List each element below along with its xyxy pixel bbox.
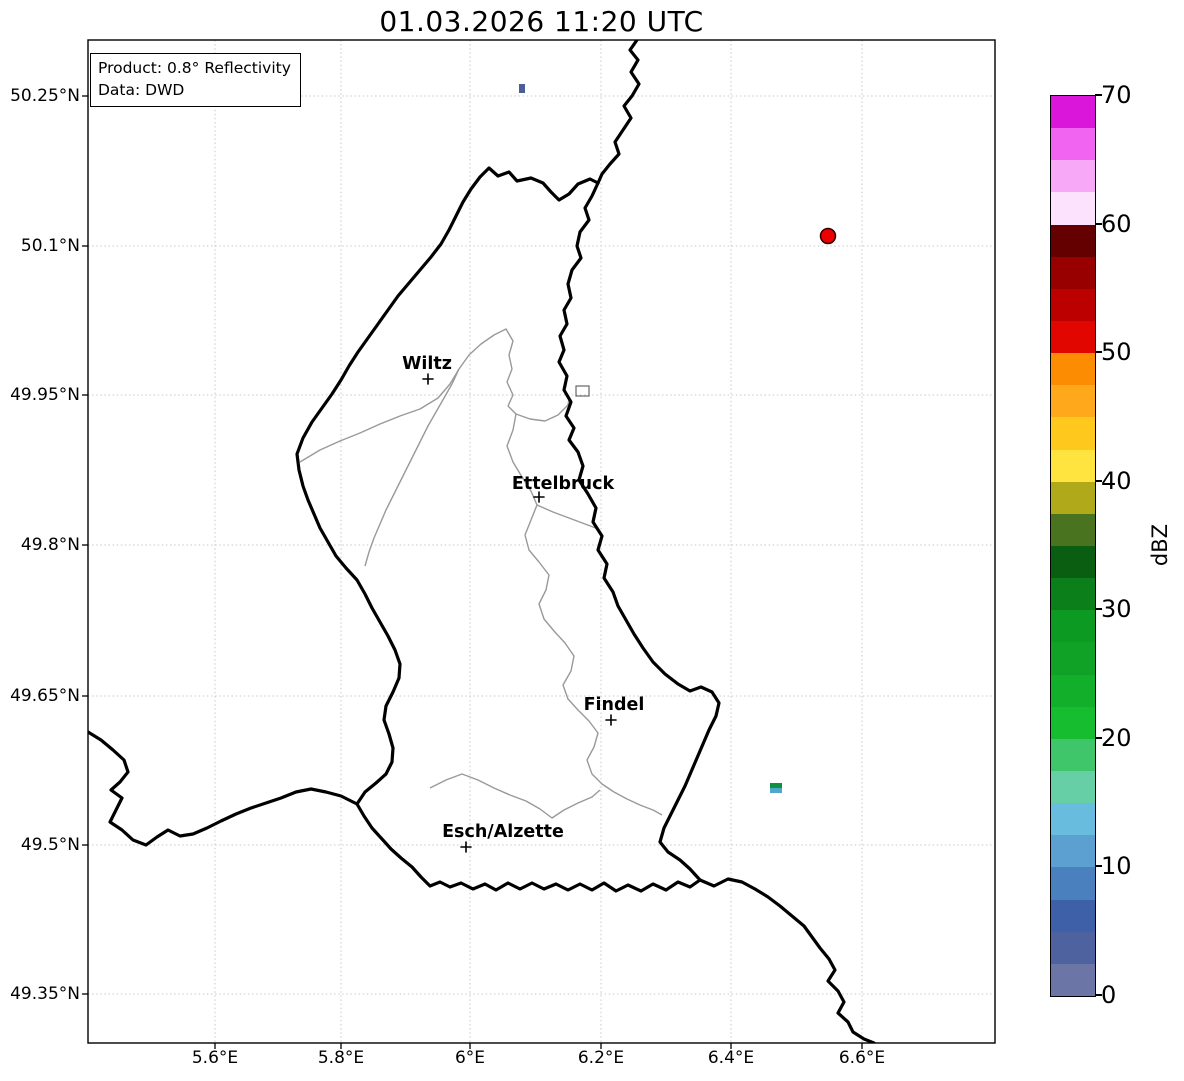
city-wiltz: Wiltz [402,354,452,385]
colorbar-segment [1051,771,1095,804]
colorbar-segment [1051,288,1095,322]
colorbar-tick-label: 20 [1101,724,1132,752]
colorbar-segment [1051,899,1095,932]
colorbar-segment [1051,835,1095,868]
x-tick-label: 6.6°E [838,1048,886,1068]
colorbar-tick-label: 60 [1101,210,1132,238]
colorbar-tick-label: 40 [1101,467,1132,495]
figure-title: 01.03.2026 11:20 UTC [379,5,704,38]
district-borders [299,328,719,819]
y-tick-label: 49.95°N [10,385,80,405]
colorbar-segment [1051,513,1095,547]
colorbar-segment [1051,96,1095,129]
colorbar-tick-label: 10 [1101,852,1132,880]
colorbar-segment [1051,256,1095,289]
luxembourg-border [295,166,721,893]
colorbar-segment [1051,192,1095,225]
x-tick-label: 5.8°E [317,1048,365,1068]
colorbar-segment [1051,867,1095,900]
colorbar-tick-mark [1095,223,1102,225]
colorbar-segment [1051,803,1095,836]
colorbar-segment [1051,706,1095,739]
y-tick-label: 50.1°N [20,236,80,256]
german-border-north [596,40,641,185]
colorbar-segment [1051,481,1095,514]
x-tick-label: 5.6°E [191,1048,239,1068]
city-label: Ettelbruck [512,474,615,494]
colorbar-tick-mark [1095,351,1102,353]
french-german-border-southeast [698,877,876,1043]
city-label: Findel [584,695,645,715]
x-tick-label: 6.4°E [707,1048,755,1068]
belgian-french-border-west [88,730,359,847]
y-tick-label: 50.25°N [10,86,80,106]
colorbar-segment [1051,321,1095,354]
radar-echo-pixel-green [770,783,782,788]
colorbar-tick-label: 0 [1101,981,1117,1009]
colorbar-segment [1051,610,1095,643]
radar-echo-pixel-north [519,84,525,93]
colorbar-segment [1051,224,1095,257]
city-label: Esch/Alzette [442,822,564,842]
radar-echo-dot [819,227,837,245]
colorbar-segment [1051,546,1095,579]
colorbar-segment [1051,963,1095,996]
colorbar-tick-mark [1095,608,1102,610]
colorbar-segment [1051,385,1095,418]
colorbar-segment [1051,449,1095,482]
colorbar-segment [1051,642,1095,675]
city-marker-icon [605,714,617,726]
graticule [88,40,995,1043]
product-info-box: Product: 0.8° Reflectivity Data: DWD [90,53,301,107]
colorbar-segment [1051,417,1095,450]
colorbar-tick-mark [1095,480,1102,482]
x-tick-label: 6°E [454,1048,486,1068]
colorbar-segment [1051,160,1095,193]
colorbar [1050,95,1096,997]
city-marker-icon [460,841,472,853]
colorbar-unit-label: dBZ [1148,523,1172,567]
city-findel: Findel [584,695,645,726]
colorbar-segment [1051,931,1095,964]
y-tick-label: 49.8°N [20,535,80,555]
city-marker-icon [533,491,545,503]
data-source-line: Data: DWD [98,81,185,99]
city-label: Wiltz [402,354,452,374]
axis-tick-marks [82,95,863,1049]
colorbar-segment [1051,738,1095,772]
colorbar-tick-label: 30 [1101,595,1132,623]
colorbar-tick-mark [1095,94,1102,96]
colorbar-tick-mark [1095,994,1102,996]
product-line: Product: 0.8° Reflectivity [98,59,291,77]
plot-frame [87,39,996,1044]
y-tick-label: 49.65°N [10,686,80,706]
y-tick-label: 49.35°N [10,984,80,1004]
colorbar-tick-label: 70 [1101,81,1132,109]
colorbar-tick-label: 50 [1101,338,1132,366]
colorbar-segment [1051,674,1095,707]
colorbar-segment [1051,353,1095,386]
city-esch-alzette: Esch/Alzette [442,822,564,853]
radar-echo-pixel-blue [770,788,782,793]
colorbar-segment [1051,128,1095,161]
city-ettelbruck: Ettelbruck [512,474,615,503]
colorbar-tick-mark [1095,737,1102,739]
city-marker-icon [422,373,434,385]
x-tick-label: 6.2°E [577,1048,625,1068]
cities: Wiltz Ettelbruck Findel Esch/Alzette [402,354,645,853]
colorbar-segment [1051,578,1095,611]
country-borders [88,40,876,1043]
radar-echoes [519,84,837,793]
y-tick-label: 49.5°N [20,835,80,855]
colorbar-tick-mark [1095,865,1102,867]
map-detail-square [575,385,590,397]
